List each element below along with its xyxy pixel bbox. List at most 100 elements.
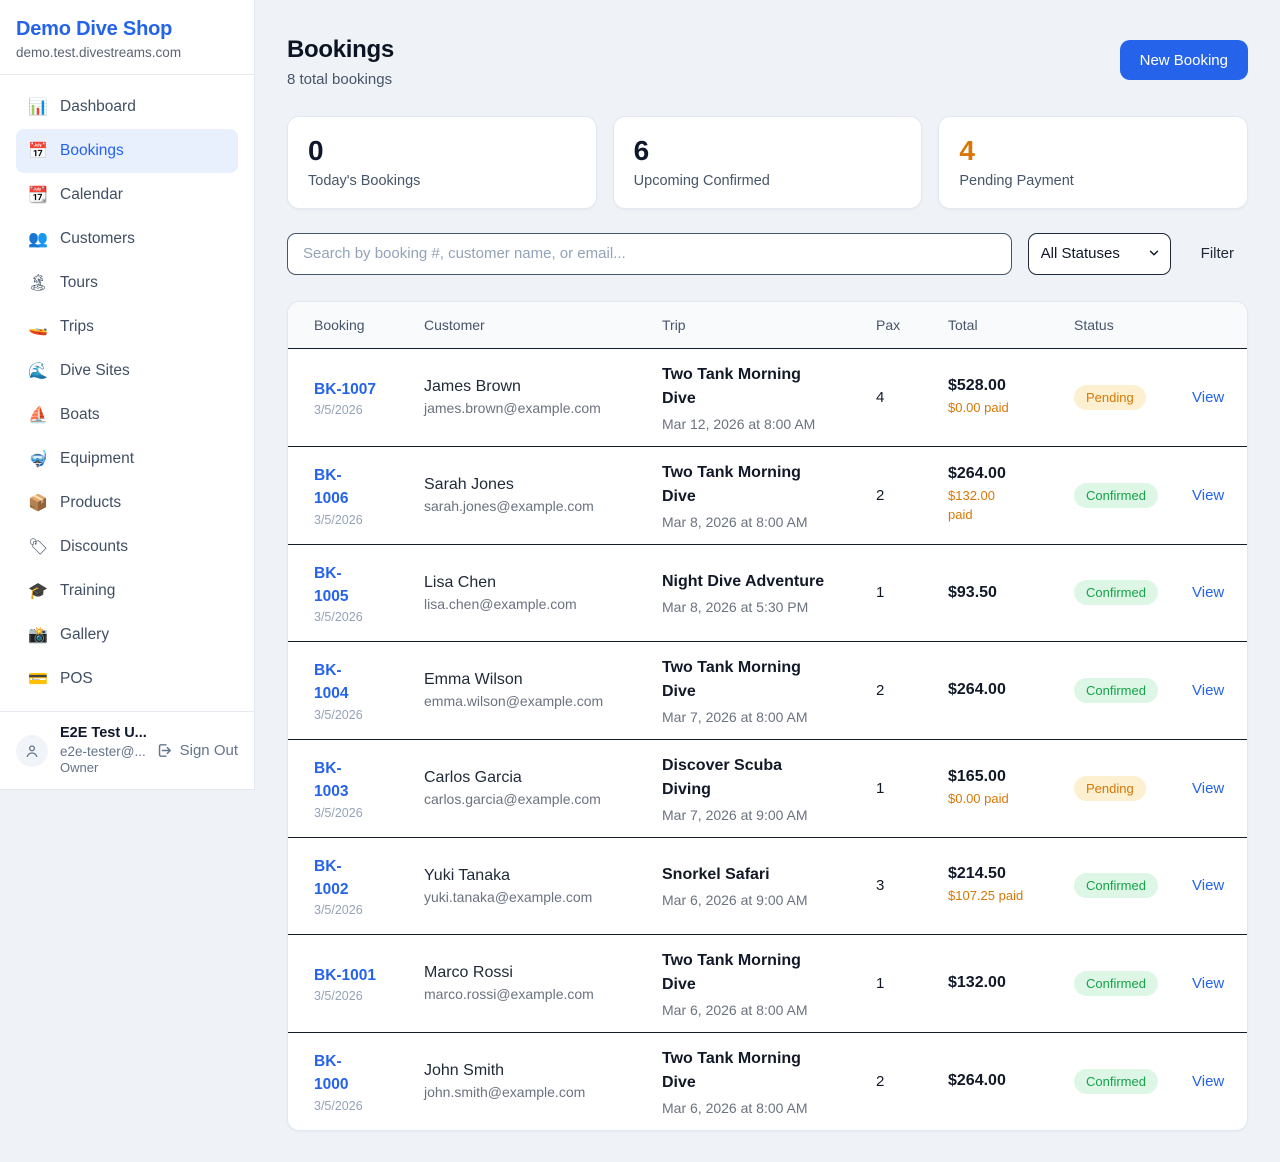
sidebar: Demo Dive Shop demo.test.divestreams.com… [0, 0, 255, 791]
total-amount: $264.00 [948, 681, 1006, 699]
bookings-table: Booking Customer Trip Pax Total Status BK-100… [287, 300, 1248, 1131]
diving-mask-icon: 🤿 [28, 449, 48, 468]
table-row: BK- 1004 3/5/2026 Emma Wilson emma.wilso… [288, 642, 1247, 740]
sidebar-user-section: E2E Test U... e2e-tester@... Owner Sign … [0, 711, 254, 789]
column-header-total: Total [948, 316, 978, 333]
total-amount: $93.50 [948, 583, 997, 601]
booking-id-link[interactable]: BK- 1002 [314, 857, 349, 898]
sidebar-item-label: Products [60, 494, 122, 511]
customer-email: yuki.tanaka@example.com [424, 888, 593, 905]
customer-cell: Carlos Garcia carlos.garcia@example.com [424, 755, 662, 821]
view-link[interactable]: View [1192, 974, 1225, 992]
table-row: BK- 1006 3/5/2026 Sarah Jones sarah.jone… [288, 447, 1247, 545]
page-header: Bookings 8 total bookings New Booking [287, 36, 1248, 88]
tear-off-calendar-icon: 📆 [28, 185, 48, 204]
stat-label: Today's Bookings [308, 172, 421, 189]
sidebar-item-calendar[interactable]: 📆 Calendar [16, 173, 238, 217]
graduation-cap-icon: 🎓 [28, 581, 48, 600]
customer-name: Emma Wilson [424, 671, 523, 689]
view-link[interactable]: View [1192, 779, 1225, 797]
customer-cell: Yuki Tanaka yuki.tanaka@example.com [424, 853, 662, 919]
status-cell: Confirmed [1074, 1055, 1192, 1108]
sidebar-nav: 📊 Dashboard 📅 Bookings 📆 Calendar 👥 Cust… [0, 75, 254, 711]
sidebar-item-customers[interactable]: 👥 Customers [16, 217, 238, 261]
customer-name: John Smith [424, 1062, 505, 1080]
status-badge: Confirmed [1074, 677, 1158, 703]
sidebar-item-gallery[interactable]: 📸 Gallery [16, 613, 238, 657]
customer-email: marco.rossi@example.com [424, 986, 594, 1003]
trip-name: Two Tank Morning Dive [662, 658, 801, 700]
trip-name: Two Tank Morning Dive [662, 951, 801, 993]
status-badge: Confirmed [1074, 482, 1158, 508]
user-info: E2E Test U... e2e-tester@... Owner [60, 724, 147, 777]
sidebar-item-training[interactable]: 🎓 Training [16, 569, 238, 613]
booking-id-link[interactable]: BK- 1006 [314, 467, 349, 508]
sidebar-item-products[interactable]: 📦 Products [16, 481, 238, 525]
booking-cell: BK-1007 3/5/2026 [288, 364, 424, 431]
sign-out-button[interactable]: Sign Out [156, 742, 238, 759]
trip-cell: Two Tank Morning Dive Mar 6, 2026 at 8:0… [662, 935, 876, 1032]
sidebar-item-pos[interactable]: 💳 POS [16, 657, 238, 701]
sidebar-item-trips[interactable]: 🚤 Trips [16, 305, 238, 349]
sidebar-header: Demo Dive Shop demo.test.divestreams.com [0, 0, 254, 75]
booking-id-link[interactable]: BK-1007 [314, 380, 377, 398]
column-header-actions [1192, 302, 1247, 348]
sidebar-item-label: Customers [60, 230, 135, 247]
customer-name: Carlos Garcia [424, 769, 522, 787]
sidebar-item-dashboard[interactable]: 📊 Dashboard [16, 85, 238, 129]
customer-name: Yuki Tanaka [424, 866, 510, 884]
customer-cell: Lisa Chen lisa.chen@example.com [424, 560, 662, 626]
calendar-icon: 📅 [28, 141, 48, 160]
trip-cell: Two Tank Morning Dive Mar 12, 2026 at 8:… [662, 349, 876, 446]
sidebar-item-dive-sites[interactable]: 🌊 Dive Sites [16, 349, 238, 393]
shop-title: Demo Dive Shop [16, 18, 173, 40]
column-header-trip: Trip [662, 316, 686, 333]
booking-date: 3/5/2026 [314, 988, 363, 1003]
sidebar-item-label: Bookings [60, 142, 124, 159]
status-select[interactable]: All Statuses [1027, 232, 1171, 275]
sidebar-item-equipment[interactable]: 🤿 Equipment [16, 437, 238, 481]
label-tag-icon: 🏷 [28, 537, 49, 556]
view-link[interactable]: View [1192, 486, 1225, 504]
sidebar-item-label: POS [60, 670, 93, 687]
pax-cell: 1 [876, 584, 885, 602]
total-amount: $132.00 [948, 974, 1006, 992]
total-cell: $264.00 [948, 667, 1074, 713]
pax-cell: 1 [876, 974, 885, 992]
view-link[interactable]: View [1192, 584, 1225, 602]
customer-email: james.brown@example.com [424, 400, 601, 417]
customer-name: James Brown [424, 378, 521, 396]
booking-id-link[interactable]: BK- 1004 [314, 662, 349, 703]
pax-cell: 2 [876, 486, 885, 504]
booking-date: 3/5/2026 [314, 402, 363, 417]
sidebar-item-label: Boats [60, 406, 100, 423]
total-cell: $93.50 [948, 570, 1074, 616]
sidebar-item-boats[interactable]: ⛵ Boats [16, 393, 238, 437]
trip-time: Mar 6, 2026 at 8:00 AM [662, 1099, 808, 1116]
view-link[interactable]: View [1192, 388, 1225, 406]
filter-button[interactable]: Filter [1187, 237, 1248, 270]
booking-cell: BK- 1004 3/5/2026 [288, 645, 424, 736]
booking-id-link[interactable]: BK-1001 [314, 966, 377, 984]
new-booking-button[interactable]: New Booking [1119, 40, 1248, 80]
search-input[interactable] [287, 232, 1012, 275]
view-link[interactable]: View [1192, 681, 1225, 699]
sidebar-item-discounts[interactable]: 🏷 Discounts [16, 525, 238, 569]
booking-id-link[interactable]: BK- 1003 [314, 760, 349, 801]
sailboat-icon: ⛵ [28, 405, 48, 424]
sidebar-item-bookings[interactable]: 📅 Bookings [16, 129, 238, 173]
view-link[interactable]: View [1192, 877, 1225, 895]
customer-email: lisa.chen@example.com [424, 595, 577, 612]
booking-id-link[interactable]: BK- 1005 [314, 564, 349, 605]
sidebar-item-label: Gallery [60, 626, 110, 643]
column-header-customer: Customer [424, 316, 485, 333]
table-row: BK-1007 3/5/2026 James Brown james.brown… [288, 349, 1247, 447]
sidebar-item-tours[interactable]: 🏝 Tours [16, 261, 238, 305]
total-amount: $264.00 [948, 1072, 1006, 1090]
booking-id-link[interactable]: BK- 1000 [314, 1053, 349, 1094]
table-body: BK-1007 3/5/2026 James Brown james.brown… [288, 349, 1247, 1130]
trip-name: Night Dive Adventure [662, 573, 825, 591]
pax-cell: 1 [876, 779, 885, 797]
stat-card-pending-payment: 4 Pending Payment [938, 116, 1249, 209]
view-link[interactable]: View [1192, 1072, 1225, 1090]
